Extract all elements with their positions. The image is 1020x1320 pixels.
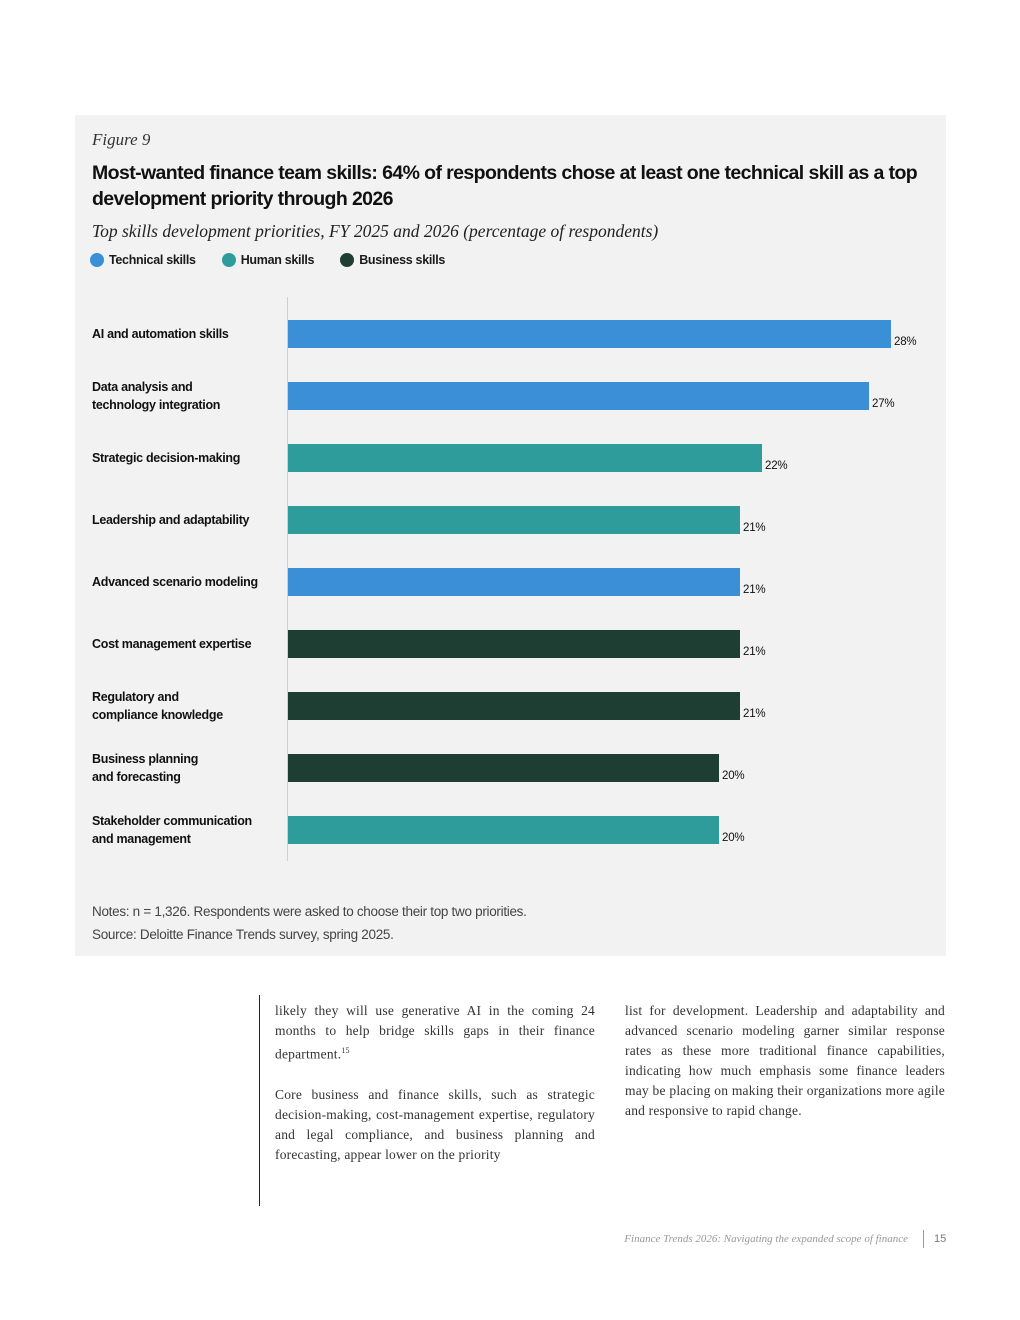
category-label: Stakeholder communication and management	[92, 814, 252, 846]
bar-human	[288, 816, 719, 844]
bar-value-label: 21%	[743, 646, 766, 658]
legend-label-technical: Technical skills	[109, 253, 196, 267]
bar-business	[288, 754, 719, 782]
legend-dot-business-icon	[340, 253, 355, 267]
body-column-right: list for development. Leadership and ada…	[625, 1001, 945, 1141]
footer-separator	[923, 1230, 924, 1248]
column-rule	[259, 995, 260, 1206]
bar-human	[288, 506, 740, 534]
figure-title: Most-wanted finance team skills: 64% of …	[92, 162, 918, 210]
bar-value-label: 27%	[872, 398, 895, 410]
category-label: Business planning and forecasting	[92, 752, 199, 784]
bar-value-label: 20%	[722, 770, 745, 782]
legend-item-technical: Technical skills	[90, 253, 196, 267]
category-label: Regulatory and compliance knowledge	[92, 690, 223, 722]
footer-doc-title: Finance Trends 2026: Navigating the expa…	[624, 1233, 908, 1245]
body-paragraph-1: likely they will use generative AI in th…	[275, 1003, 595, 1062]
bar-value-label: 22%	[765, 460, 788, 472]
body-paragraph-3: list for development. Leadership and ada…	[625, 1003, 945, 1118]
legend-label-human: Human skills	[240, 253, 315, 267]
legend-item-business: Business skills	[340, 253, 445, 267]
bar-value-label: 20%	[722, 832, 745, 844]
bar-business	[288, 692, 740, 720]
legend-dot-technical-icon	[90, 253, 104, 267]
figure-label: Figure 9	[92, 130, 151, 149]
chart-legend: Technical skills Human skills Business s…	[90, 253, 471, 267]
notes-text: Notes: n = 1,326. Respondents were asked…	[92, 904, 527, 919]
category-label: Leadership and adaptability	[92, 513, 250, 527]
page-number: 15	[934, 1233, 947, 1245]
body-paragraph-2: Core business and finance skills, such a…	[275, 1086, 595, 1162]
legend-label-business: Business skills	[359, 253, 446, 267]
bar-technical	[288, 382, 869, 410]
bar-human	[288, 444, 762, 472]
category-label: Cost management expertise	[92, 637, 252, 651]
bar-value-label: 21%	[743, 522, 766, 534]
chart-axis-line	[287, 297, 288, 861]
footnote-ref: 15	[341, 1046, 350, 1055]
bar-technical	[288, 568, 740, 596]
category-label: Advanced scenario modeling	[92, 575, 258, 589]
figure-panel	[75, 115, 946, 956]
bar-value-label: 21%	[743, 708, 766, 720]
bar-technical	[288, 320, 891, 348]
figure-notes: Notes: n = 1,326. Respondents were asked…	[92, 900, 527, 946]
source-text: Source: Deloitte Finance Trends survey, …	[92, 927, 394, 942]
legend-item-human: Human skills	[221, 253, 315, 267]
bar-value-label: 21%	[743, 584, 766, 596]
category-label: AI and automation skills	[92, 327, 229, 341]
figure-subtitle: Top skills development priorities, FY 20…	[92, 221, 659, 241]
legend-dot-human-icon	[221, 253, 236, 267]
category-label: Data analysis and technology integration	[92, 380, 221, 412]
body-column-left: likely they will use generative AI in th…	[275, 1001, 595, 1185]
bar-business	[288, 630, 740, 658]
category-label: Strategic decision-making	[92, 451, 241, 465]
bar-value-label: 28%	[894, 336, 917, 348]
